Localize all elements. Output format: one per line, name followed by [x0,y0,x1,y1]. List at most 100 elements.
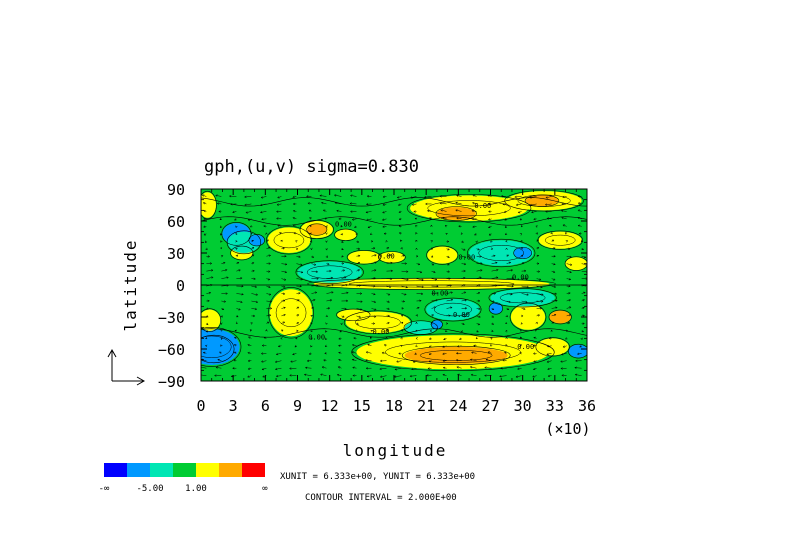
wind-vector-head [461,240,464,243]
wind-vector [514,196,522,198]
wind-vector-head [404,293,407,296]
contour-line [201,334,235,364]
wind-vector [231,375,237,377]
wind-vector [476,308,481,310]
wind-vector-head [575,359,578,363]
wind-vector [410,196,417,199]
wind-vector [296,278,303,280]
wind-vector [521,308,526,310]
wind-vector-head [487,194,490,197]
wind-vector-head [427,367,430,370]
wind-vector [491,269,499,272]
wind-vector-head [325,232,328,235]
wind-vector-head [351,358,355,362]
wind-vector [581,299,585,302]
colorbar-swatch [219,463,242,477]
wind-vector [281,285,286,288]
wind-vector-head [506,307,510,311]
wind-vector-head [420,292,424,296]
wind-vector-head [446,240,450,243]
wind-vector-head [277,344,281,348]
wind-vector [293,210,297,212]
wind-vector-head [374,269,377,272]
wind-vector-head [464,299,468,302]
wind-vector-head [478,284,481,287]
wind-vector-head [210,283,213,287]
wind-vector-head [398,232,402,235]
wind-vector-head [379,367,382,371]
wind-vector-head [247,367,251,370]
wind-vector-head [406,278,409,281]
wind-vector-head [562,224,565,227]
wind-vector-head [284,270,288,274]
wind-vector-head [340,233,343,236]
wind-vector-head [514,195,517,199]
wind-vector-head [333,194,337,197]
wind-vector [443,338,447,340]
wind-vector-head [236,315,239,318]
wind-vector-head [505,240,508,243]
wind-vector-head [406,270,409,273]
wind-vector [566,255,572,258]
wind-vector-head [568,247,571,251]
wind-vector [471,374,477,376]
wind-vector [371,315,376,318]
wind-vector-head [553,255,557,258]
wind-vector-head [428,352,432,355]
wind-vector-head [310,329,313,333]
wind-vector [411,367,417,370]
wind-vector-head [478,299,481,303]
wind-vector-head [249,329,253,332]
wind-vector-head [462,322,465,325]
wind-vector [260,211,267,213]
wind-vector-head [433,270,436,274]
wind-vector-head [260,352,264,355]
contour-line [426,245,459,265]
wind-vector-head [504,351,507,354]
wind-vector-head [228,195,232,198]
contour-line [430,319,443,330]
wind-vector-head [545,210,548,213]
wind-vector-head [505,336,508,340]
wind-vector-head [252,269,255,273]
wind-vector-head [235,247,238,250]
field-region [431,320,443,329]
wind-vector-head [553,262,556,266]
wind-vector-head [215,366,218,369]
wind-vector-head [331,291,334,294]
wind-vector-head [356,240,360,243]
wind-vector-head [568,277,572,281]
wind-vector-head [230,375,234,378]
wind-vector-head [336,209,339,213]
wind-vector [521,300,528,303]
wind-vector [521,293,529,296]
field-region [201,328,240,365]
wind-vector [277,225,282,227]
wind-vector-head [355,329,358,332]
wind-vector [427,210,432,212]
wind-vector-head [351,344,355,347]
wind-vector-head [365,203,369,206]
wind-vector-head [267,321,270,324]
x-tick-label: 6 [261,397,270,415]
wind-vector [366,375,372,377]
wind-vector [244,196,252,198]
wind-vector-head [233,359,236,362]
wind-vector [351,351,357,354]
wind-vector-head [202,202,206,205]
x-tick-label: 9 [293,397,302,415]
wind-vector-head [463,291,467,294]
wind-vector [446,292,453,294]
wind-vector [322,366,327,369]
wind-vector-head [241,293,244,296]
wind-vector-head [357,247,361,251]
field-region [335,229,357,241]
wind-vector [251,285,257,288]
wind-vector [487,351,492,354]
wind-vector [341,277,347,279]
wind-vector-head [519,336,523,339]
wind-vector-head [480,262,483,265]
contour-line [419,350,493,361]
contour-line [427,200,511,217]
wind-vector [566,292,571,294]
